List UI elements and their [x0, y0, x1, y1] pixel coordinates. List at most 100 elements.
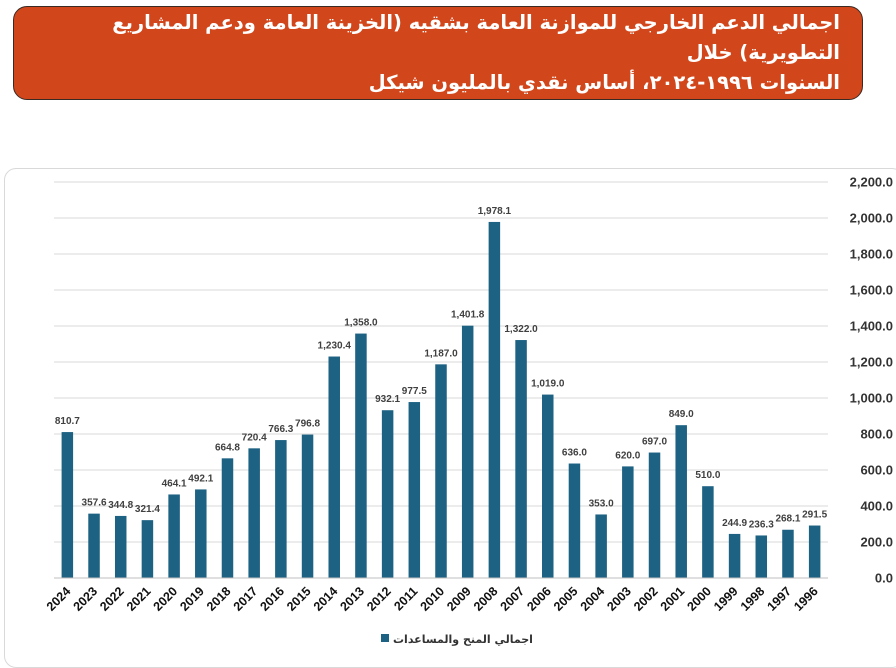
y-tick-label: 2,000.0	[850, 211, 893, 226]
data-label: 1,230.4	[318, 341, 352, 352]
bar	[542, 394, 554, 578]
bar	[808, 525, 821, 578]
data-label: 291.5	[802, 510, 827, 521]
y-axis: 0.0 200.0 400.0 600.0 800.0 1,000.0 1,200.0 1,4…	[850, 175, 893, 586]
legend-swatch	[381, 634, 389, 642]
x-tick-label: 2020	[151, 584, 181, 614]
bar	[221, 458, 234, 578]
bar	[61, 432, 74, 578]
x-tick-label: 2019	[177, 584, 207, 614]
bar	[355, 333, 367, 578]
x-tick-label: 2014	[311, 584, 341, 614]
y-tick-label: 800.0	[860, 427, 893, 442]
y-tick-label: 2,200.0	[850, 175, 893, 190]
data-label: 796.8	[295, 419, 320, 430]
bar	[381, 410, 394, 578]
x-tick-label: 2007	[498, 584, 528, 614]
data-label: 720.4	[242, 432, 267, 443]
x-axis: 2024202320222021202020192018201720162015…	[44, 577, 828, 614]
data-label: 492.1	[188, 473, 213, 484]
x-tick-label: 2012	[364, 584, 394, 614]
bar	[595, 514, 607, 578]
bar	[648, 452, 661, 578]
bar	[195, 489, 207, 578]
bar	[675, 425, 687, 578]
bar-chart: 810.7 357.6 344.8 321.4 464.1 492.1 664.8720.4…	[44, 175, 893, 647]
x-tick-label: 2008	[471, 584, 501, 614]
bar	[782, 529, 794, 578]
y-tick-label: 400.0	[860, 499, 893, 514]
data-label: 636.0	[562, 448, 587, 459]
bar	[515, 340, 527, 578]
data-label: 353.0	[589, 498, 614, 509]
data-label: 810.7	[55, 416, 80, 427]
bar	[301, 434, 314, 578]
data-label: 697.0	[642, 437, 667, 448]
x-tick-label: 2009	[444, 584, 474, 614]
y-tick-label: 1,600.0	[850, 283, 893, 298]
bar	[728, 533, 741, 578]
x-tick-label: 1998	[738, 584, 768, 614]
y-tick-label: 1,400.0	[850, 319, 893, 334]
bar	[275, 440, 287, 578]
data-label: 977.5	[402, 386, 427, 397]
data-label: 1,187.0	[424, 348, 458, 359]
bar	[408, 402, 421, 578]
x-tick-label: 2023	[71, 584, 101, 614]
bar	[461, 325, 474, 578]
x-tick-label: 2022	[97, 584, 127, 614]
data-label: 1,358.0	[344, 318, 378, 329]
data-label: 236.3	[749, 519, 774, 530]
y-tick-label: 1,000.0	[850, 391, 893, 406]
y-tick-label: 600.0	[860, 463, 893, 478]
x-tick-label: 2016	[257, 584, 287, 614]
data-label: 344.8	[108, 500, 133, 511]
bar	[435, 364, 447, 578]
bar	[114, 515, 127, 578]
data-label: 321.4	[135, 504, 160, 515]
x-tick-label: 2021	[124, 584, 154, 614]
x-tick-label: 2017	[231, 584, 261, 614]
data-label: 932.1	[375, 394, 400, 405]
y-tick-label: 200.0	[860, 535, 893, 550]
x-tick-label: 1997	[765, 584, 795, 614]
bar	[622, 466, 634, 578]
legend: اجمالي المنح والمساعدات	[381, 633, 533, 646]
chart-card	[4, 168, 896, 668]
x-tick-label: 2003	[604, 584, 634, 614]
data-label: 664.8	[215, 442, 240, 453]
data-label: 268.1	[775, 514, 800, 525]
bar	[141, 520, 154, 578]
x-tick-label: 2018	[204, 584, 234, 614]
y-tick-label: 1,200.0	[850, 355, 893, 370]
bar	[568, 463, 581, 578]
data-labels: 810.7 357.6 344.8 321.4 464.1 492.1 664.8720.4…	[55, 206, 828, 531]
x-tick-label: 2000	[684, 584, 714, 614]
data-label: 766.3	[268, 424, 293, 435]
data-label: 1,019.0	[531, 379, 565, 390]
x-tick-label: 2011	[391, 584, 420, 613]
data-label: 464.1	[162, 478, 187, 489]
chart-title-line-2: السنوات ١٩٩٦-٢٠٢٤، أساس نقدي بالمليون شي…	[368, 71, 840, 94]
data-label: 620.0	[615, 450, 640, 461]
y-tick-label: 1,800.0	[850, 247, 893, 262]
bar	[248, 448, 260, 578]
x-tick-label: 2001	[658, 584, 688, 614]
chart-title-line-1: اجمالي الدعم الخارجي للموازنة العامة بشق…	[112, 11, 840, 64]
x-tick-label: 2015	[284, 584, 314, 614]
x-tick-label: 2013	[337, 584, 367, 614]
title-banner: اجمالي الدعم الخارجي للموازنة العامة بشق…	[13, 6, 863, 100]
data-label: 244.9	[722, 518, 747, 529]
bar	[88, 513, 100, 578]
data-label: 849.0	[669, 409, 694, 420]
x-tick-label: 2004	[578, 584, 608, 614]
data-label: 1,322.0	[504, 324, 538, 335]
legend-label: اجمالي المنح والمساعدات	[393, 633, 533, 646]
bar	[488, 221, 501, 578]
bar	[168, 494, 180, 578]
x-tick-label: 2024	[44, 584, 74, 614]
x-tick-label: 1996	[791, 584, 821, 614]
bar	[755, 535, 768, 578]
bars	[61, 221, 821, 578]
x-tick-label: 2005	[551, 584, 581, 614]
